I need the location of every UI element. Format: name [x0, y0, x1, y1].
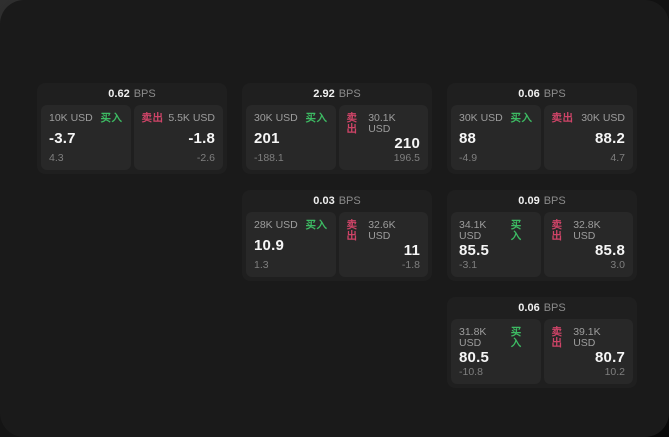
- sell-price: 210: [394, 134, 420, 152]
- sell-size-label: 32.6K USD: [368, 219, 396, 242]
- quote-card[interactable]: 2.92 BPS 30K USD 买入 201 -188.1 卖出: [242, 83, 432, 174]
- buy-size-label: 28K USD: [254, 219, 298, 231]
- spread-header: 2.92 BPS: [242, 83, 432, 105]
- buy-price: 88: [459, 129, 477, 147]
- spread-header: 0.06 BPS: [447, 297, 637, 319]
- buy-price: 85.5: [459, 241, 489, 259]
- spread-unit-label: BPS: [338, 194, 361, 207]
- sell-size-label: 30K USD: [581, 112, 625, 124]
- quote-panels: 30K USD 买入 88 -4.9 卖出 30K USD 88.2 4.7: [447, 105, 637, 174]
- sell-side-label: 卖出: [141, 112, 164, 124]
- spread-header: 0.03 BPS: [242, 190, 432, 212]
- buy-change: 1.3: [254, 258, 269, 271]
- sell-panel[interactable]: 卖出 5.5K USD -1.8 -2.6: [133, 105, 223, 170]
- spread-value: 0.09: [518, 194, 540, 207]
- spread-value: 2.92: [313, 87, 335, 100]
- sell-change: -2.6: [196, 151, 215, 164]
- sell-price: 11: [403, 241, 420, 259]
- quote-card[interactable]: 0.62 BPS 10K USD 买入 -3.7 4.3 卖出: [37, 83, 227, 174]
- spread-value: 0.62: [108, 87, 130, 100]
- sell-panel[interactable]: 卖出 39.1K USD 80.7 10.2: [543, 319, 633, 384]
- buy-side-label: 买入: [510, 219, 522, 242]
- buy-side-label: 买入: [305, 219, 328, 231]
- sell-panel[interactable]: 卖出 32.6K USD 11 -1.8: [338, 212, 428, 277]
- quotes-grid: 0.62 BPS 10K USD 买入 -3.7 4.3 卖出: [37, 83, 637, 388]
- buy-size-label: 34.1K USD: [459, 219, 487, 242]
- spread-header: 0.06 BPS: [447, 83, 637, 105]
- spread-unit-label: BPS: [133, 87, 156, 100]
- spread-value: 0.06: [518, 87, 540, 100]
- spread-value: 0.06: [518, 301, 540, 314]
- buy-size-label: 10K USD: [49, 112, 93, 124]
- sell-size-label: 39.1K USD: [573, 326, 601, 349]
- quote-panels: 10K USD 买入 -3.7 4.3 卖出 5.5K USD -1.8 -2.…: [37, 105, 227, 174]
- quote-panels: 31.8K USD 买入 80.5 -10.8 卖出 39.1K USD 80.…: [447, 319, 637, 388]
- sell-change: 196.5: [393, 151, 420, 164]
- spread-unit-label: BPS: [543, 87, 566, 100]
- sell-side-label: 卖出: [346, 112, 358, 135]
- sell-price: 85.8: [595, 241, 625, 259]
- quote-panels: 34.1K USD 买入 85.5 -3.1 卖出 32.8K USD 85.8…: [447, 212, 637, 281]
- spread-value: 0.03: [313, 194, 335, 207]
- sell-change: 3.0: [610, 258, 625, 271]
- spread-header: 0.62 BPS: [37, 83, 227, 105]
- sell-size-label: 5.5K USD: [168, 112, 215, 124]
- buy-change: 4.3: [49, 151, 64, 164]
- buy-change: -188.1: [254, 151, 284, 164]
- buy-price: 10.9: [254, 236, 284, 254]
- spread-unit-label: BPS: [338, 87, 361, 100]
- buy-side-label: 买入: [305, 112, 328, 124]
- buy-side-label: 买入: [510, 112, 533, 124]
- sell-side-label: 卖出: [551, 112, 574, 124]
- spread-unit-label: BPS: [543, 194, 566, 207]
- buy-change: -10.8: [459, 365, 483, 378]
- spread-unit-label: BPS: [543, 301, 566, 314]
- quote-panels: 30K USD 买入 201 -188.1 卖出 30.1K USD 210 1…: [242, 105, 432, 174]
- buy-panel[interactable]: 30K USD 买入 201 -188.1: [246, 105, 336, 170]
- sell-panel[interactable]: 卖出 32.8K USD 85.8 3.0: [543, 212, 633, 277]
- buy-panel[interactable]: 31.8K USD 买入 80.5 -10.8: [451, 319, 541, 384]
- buy-panel[interactable]: 30K USD 买入 88 -4.9: [451, 105, 541, 170]
- quote-card[interactable]: 0.06 BPS 30K USD 买入 88 -4.9 卖出: [447, 83, 637, 174]
- buy-panel[interactable]: 34.1K USD 买入 85.5 -3.1: [451, 212, 541, 277]
- buy-change: -3.1: [459, 258, 478, 271]
- sell-price: -1.8: [188, 129, 215, 147]
- buy-side-label: 买入: [510, 326, 522, 349]
- quote-card[interactable]: 0.06 BPS 31.8K USD 买入 80.5 -10.8 卖: [447, 297, 637, 388]
- buy-size-label: 30K USD: [254, 112, 298, 124]
- buy-price: 80.5: [459, 348, 489, 366]
- sell-change: 4.7: [610, 151, 625, 164]
- sell-panel[interactable]: 卖出 30K USD 88.2 4.7: [543, 105, 633, 170]
- sell-price: 80.7: [595, 348, 625, 366]
- sell-price: 88.2: [595, 129, 625, 147]
- sell-side-label: 卖出: [551, 326, 563, 349]
- sell-change: -1.8: [401, 258, 420, 271]
- buy-size-label: 30K USD: [459, 112, 503, 124]
- sell-panel[interactable]: 卖出 30.1K USD 210 196.5: [338, 105, 428, 170]
- sell-size-label: 30.1K USD: [368, 112, 396, 135]
- sell-change: 10.2: [604, 365, 625, 378]
- quote-panels: 28K USD 买入 10.9 1.3 卖出 32.6K USD 11 -1.8: [242, 212, 432, 281]
- buy-panel[interactable]: 10K USD 买入 -3.7 4.3: [41, 105, 131, 170]
- buy-price: 201: [254, 129, 280, 147]
- sell-side-label: 卖出: [346, 219, 358, 242]
- buy-panel[interactable]: 28K USD 买入 10.9 1.3: [246, 212, 336, 277]
- buy-price: -3.7: [49, 129, 76, 147]
- quote-card[interactable]: 0.09 BPS 34.1K USD 买入 85.5 -3.1 卖出: [447, 190, 637, 281]
- quote-card[interactable]: 0.03 BPS 28K USD 买入 10.9 1.3 卖出: [242, 190, 432, 281]
- sell-side-label: 卖出: [551, 219, 563, 242]
- buy-size-label: 31.8K USD: [459, 326, 487, 349]
- spread-header: 0.09 BPS: [447, 190, 637, 212]
- buy-side-label: 买入: [100, 112, 123, 124]
- buy-change: -4.9: [459, 151, 478, 164]
- sell-size-label: 32.8K USD: [573, 219, 601, 242]
